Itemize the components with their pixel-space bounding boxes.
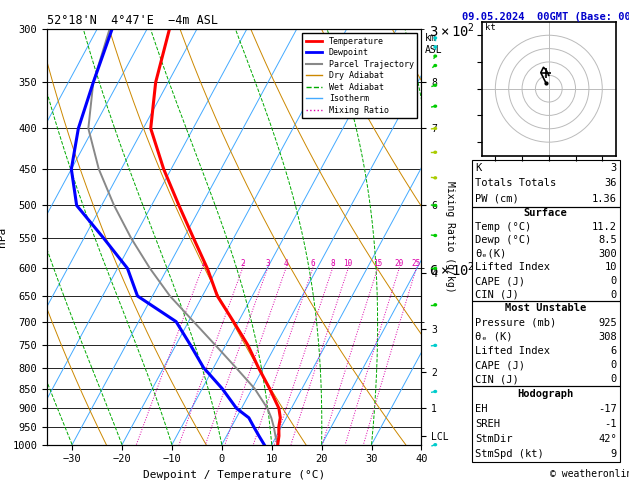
- Text: EH: EH: [475, 404, 487, 414]
- Text: km
ASL: km ASL: [425, 34, 442, 55]
- Text: Surface: Surface: [524, 208, 567, 218]
- Text: 15: 15: [373, 260, 382, 268]
- Text: 42°: 42°: [598, 434, 617, 444]
- Text: CIN (J): CIN (J): [475, 374, 519, 384]
- Text: 10: 10: [343, 260, 353, 268]
- Text: 6: 6: [310, 260, 315, 268]
- Text: 9: 9: [611, 449, 617, 459]
- Text: Hodograph: Hodograph: [518, 389, 574, 399]
- Text: 308: 308: [598, 332, 617, 342]
- Text: 1.36: 1.36: [592, 194, 617, 204]
- Text: PW (cm): PW (cm): [475, 194, 519, 204]
- Text: 8.5: 8.5: [598, 235, 617, 245]
- Text: θₑ (K): θₑ (K): [475, 332, 513, 342]
- Text: Dewp (°C): Dewp (°C): [475, 235, 531, 245]
- Text: CIN (J): CIN (J): [475, 290, 519, 299]
- Text: 3: 3: [265, 260, 270, 268]
- Text: 10: 10: [604, 262, 617, 273]
- Text: -17: -17: [598, 404, 617, 414]
- Text: 09.05.2024  00GMT (Base: 00): 09.05.2024 00GMT (Base: 00): [462, 12, 629, 22]
- Y-axis label: hPa: hPa: [0, 227, 7, 247]
- Text: 1: 1: [200, 260, 204, 268]
- Text: 36: 36: [604, 178, 617, 189]
- Legend: Temperature, Dewpoint, Parcel Trajectory, Dry Adiabat, Wet Adiabat, Isotherm, Mi: Temperature, Dewpoint, Parcel Trajectory…: [303, 34, 417, 118]
- Text: Lifted Index: Lifted Index: [475, 262, 550, 273]
- Text: CAPE (J): CAPE (J): [475, 276, 525, 286]
- Text: © weatheronline.co.uk: © weatheronline.co.uk: [550, 469, 629, 479]
- X-axis label: Dewpoint / Temperature (°C): Dewpoint / Temperature (°C): [143, 470, 325, 480]
- Text: Mixing Ratio (g/kg): Mixing Ratio (g/kg): [445, 181, 455, 293]
- Text: Lifted Index: Lifted Index: [475, 346, 550, 356]
- Text: SREH: SREH: [475, 419, 500, 429]
- Text: kt: kt: [485, 23, 496, 32]
- Text: 0: 0: [611, 290, 617, 299]
- Text: 25: 25: [411, 260, 421, 268]
- Text: Pressure (mb): Pressure (mb): [475, 317, 556, 328]
- Text: 0: 0: [611, 360, 617, 370]
- Text: 52°18'N  4°47'E  −4m ASL: 52°18'N 4°47'E −4m ASL: [47, 14, 218, 27]
- Text: StmSpd (kt): StmSpd (kt): [475, 449, 543, 459]
- Text: 2: 2: [240, 260, 245, 268]
- Text: 8: 8: [330, 260, 335, 268]
- Text: StmDir: StmDir: [475, 434, 513, 444]
- Text: Totals Totals: Totals Totals: [475, 178, 556, 189]
- Text: CAPE (J): CAPE (J): [475, 360, 525, 370]
- Text: 11.2: 11.2: [592, 222, 617, 232]
- Text: -1: -1: [604, 419, 617, 429]
- Text: Most Unstable: Most Unstable: [505, 303, 586, 313]
- Text: 300: 300: [598, 249, 617, 259]
- Text: θₑ(K): θₑ(K): [475, 249, 506, 259]
- Text: 4: 4: [284, 260, 288, 268]
- Text: Temp (°C): Temp (°C): [475, 222, 531, 232]
- Text: 6: 6: [611, 346, 617, 356]
- Text: K: K: [475, 163, 481, 173]
- Text: 925: 925: [598, 317, 617, 328]
- Text: 3: 3: [611, 163, 617, 173]
- Text: 0: 0: [611, 374, 617, 384]
- Text: 0: 0: [611, 276, 617, 286]
- Text: 20: 20: [394, 260, 404, 268]
